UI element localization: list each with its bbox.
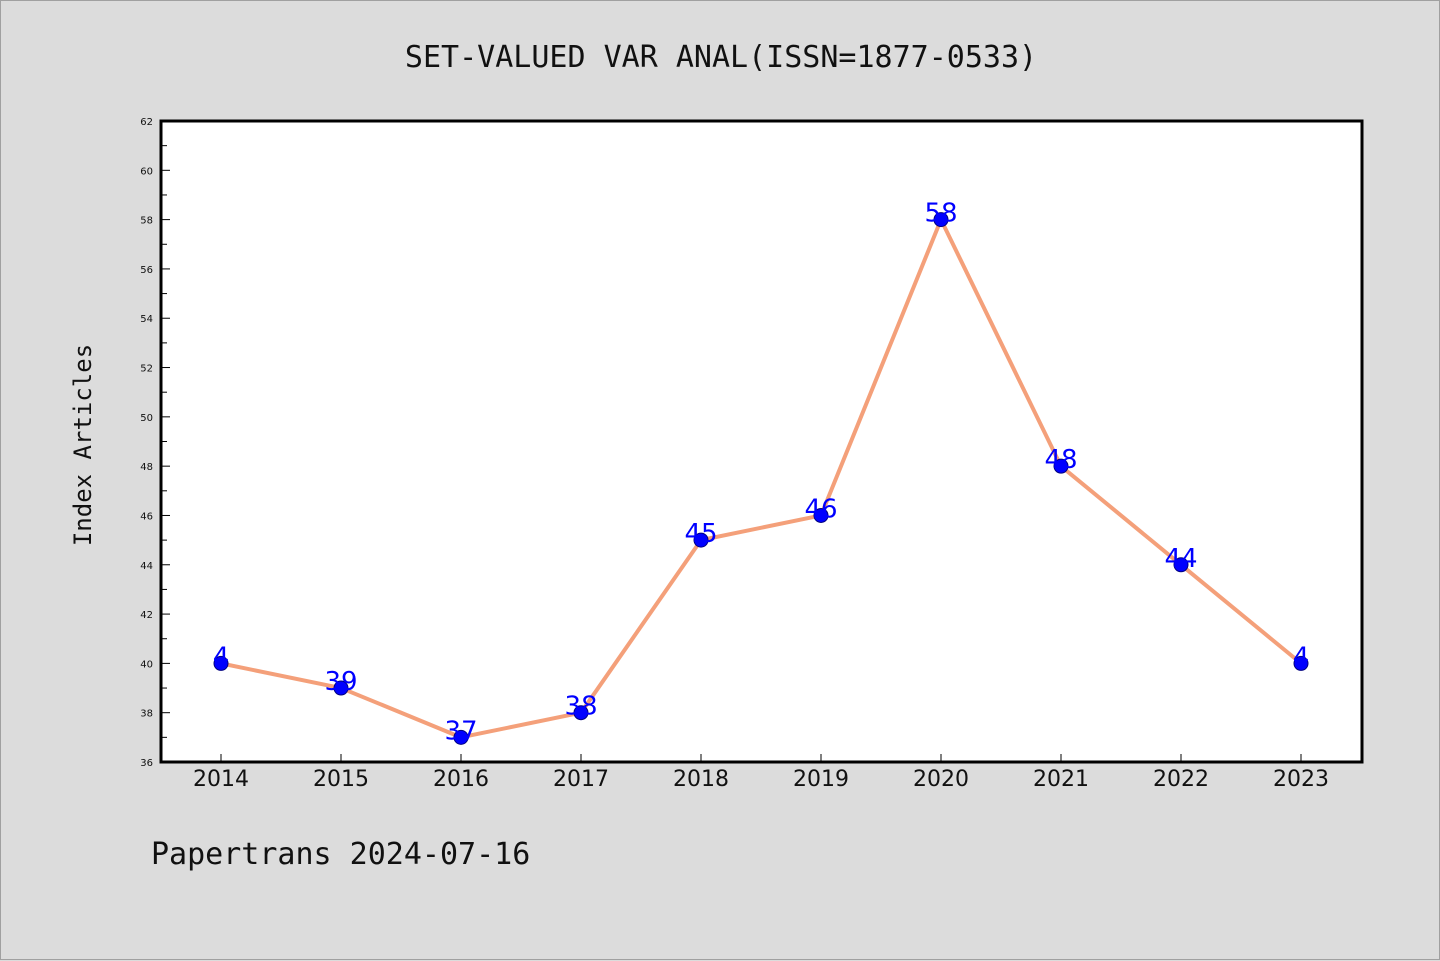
x-tick-label: 2017 [553, 767, 609, 792]
series-line-group [219, 217, 1303, 740]
x-tick-label: 2015 [313, 767, 369, 792]
y-tick-label: 62 [140, 117, 153, 128]
y-tick-label: 44 [140, 561, 153, 572]
x-tick-label: 2023 [1273, 767, 1329, 792]
y-tick-label: 40 [140, 659, 153, 670]
data-point [813, 507, 829, 523]
x-tick-label: 2019 [793, 767, 849, 792]
chart-title: SET-VALUED VAR ANAL(ISSN=1877-0533) [405, 40, 1037, 75]
x-tick-label: 2016 [433, 767, 489, 792]
data-point [933, 212, 949, 228]
data-point [1293, 655, 1309, 671]
y-tick-label: 54 [140, 314, 153, 325]
data-label: 45 [684, 519, 717, 549]
y-tick-label: 52 [140, 364, 153, 375]
data-point [573, 705, 589, 721]
data-label: 39 [324, 667, 357, 697]
x-tick-label: 2014 [193, 767, 249, 792]
y-tick-label: 42 [140, 610, 153, 621]
data-label: 4 [1293, 642, 1310, 672]
y-axis-ticks: 36 38 40 42 44 46 48 50 52 54 56 58 60 62 [140, 117, 170, 769]
x-axis-ticks: 2014 2015 2016 2017 2018 2019 2020 2021 2022 2023 [193, 754, 1329, 792]
data-point [453, 729, 469, 745]
y-tick-label: 58 [140, 216, 153, 227]
series-line [219, 217, 1303, 740]
data-label: 37 [444, 716, 477, 746]
x-tick-label: 2018 [673, 767, 729, 792]
data-point [213, 655, 229, 671]
x-tick-label: 2021 [1033, 767, 1089, 792]
data-label: 38 [564, 692, 597, 722]
data-point [333, 680, 349, 696]
data-label: 46 [804, 494, 837, 524]
x-tick-label: 2022 [1153, 767, 1209, 792]
data-label: 44 [1164, 544, 1197, 574]
data-point [693, 532, 709, 548]
y-tick-label: 36 [140, 758, 153, 769]
data-points [213, 212, 1309, 745]
plot-area [159, 119, 1364, 764]
y-tick-label: 38 [140, 709, 153, 720]
y-axis-label: Index Articles [69, 344, 97, 546]
y-tick-label: 56 [140, 265, 153, 276]
x-tick-label: 2020 [913, 767, 969, 792]
data-point [1053, 458, 1069, 474]
y-tick-label: 46 [140, 511, 153, 522]
data-point [1173, 557, 1189, 573]
y-tick-label: 60 [140, 166, 153, 177]
data-label: 4 [213, 642, 230, 672]
footer-text: Papertrans 2024-07-16 [151, 837, 530, 872]
y-tick-label: 48 [140, 462, 153, 473]
y-tick-label: 50 [140, 413, 153, 424]
data-label: 48 [1044, 445, 1077, 475]
data-label: 58 [924, 199, 957, 229]
